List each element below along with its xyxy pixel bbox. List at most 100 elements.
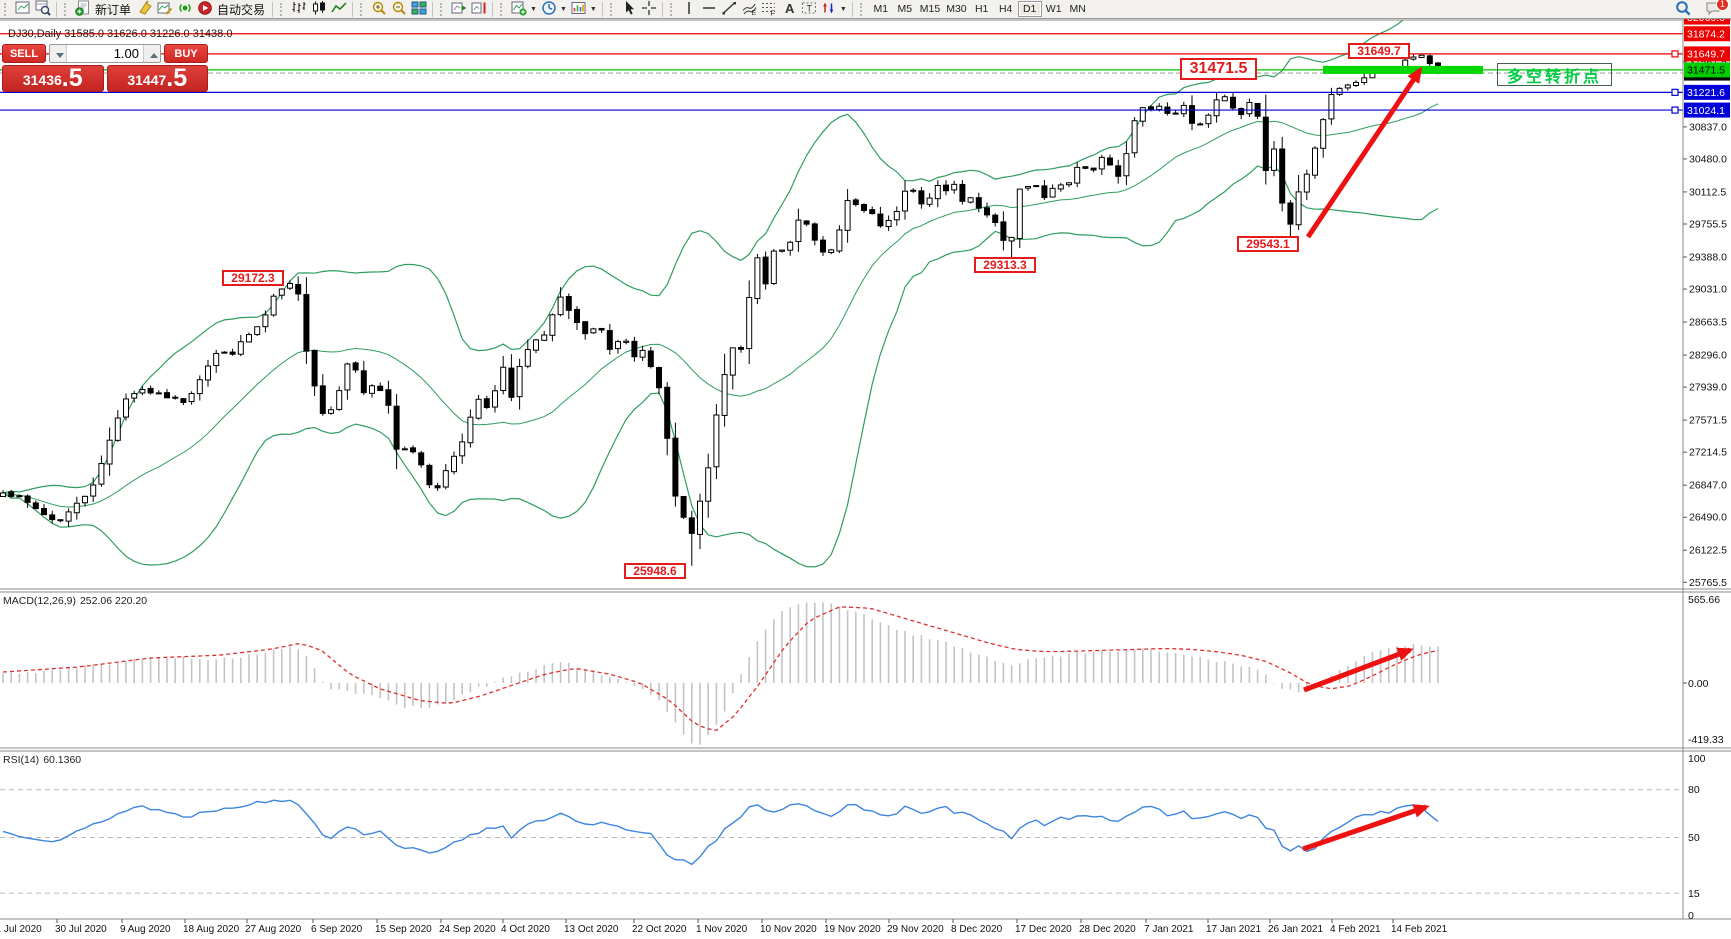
candle-body-bull xyxy=(1156,105,1163,111)
time-tick-label: 14 Feb 2021 xyxy=(1391,924,1448,935)
toolbar-button-auto-scroll[interactable] xyxy=(449,1,469,18)
toolbar-button-chart-brush[interactable] xyxy=(135,0,155,19)
timeframe-button-W1[interactable]: W1 xyxy=(1042,1,1066,17)
toolbar-button-line-chart[interactable] xyxy=(329,1,349,18)
bid-price[interactable]: 31436.5 xyxy=(2,65,104,92)
toolbar-button-new-order[interactable]: 新订单 xyxy=(73,0,135,18)
toolbar-button-add-indicator[interactable]: ▼ xyxy=(509,1,539,18)
price-tick-label: 25765.5 xyxy=(1689,577,1727,589)
candle-body-bull xyxy=(1016,188,1023,239)
toolbar-button-chart-window[interactable] xyxy=(13,1,33,18)
toolbar-button-periods[interactable]: ▼ xyxy=(539,0,569,18)
candle-body-bear xyxy=(32,502,39,510)
data-window-icon xyxy=(35,0,51,19)
volume-input[interactable] xyxy=(67,45,143,62)
toolbar-group-handle[interactable] xyxy=(360,2,366,16)
candle-body-bull xyxy=(1353,81,1359,87)
line-anchor-handle[interactable] xyxy=(1671,106,1679,114)
toolbar-group-handle[interactable] xyxy=(609,2,616,16)
toolbar-group-handle[interactable] xyxy=(440,2,446,16)
toolbar-button-channel[interactable]: E xyxy=(739,1,759,18)
toolbar-button-bars-chart[interactable] xyxy=(289,1,309,18)
candle-body-bull xyxy=(1213,99,1220,117)
toolbar-button-label: 新订单 xyxy=(95,2,132,17)
notifications-button[interactable]: 1 xyxy=(1703,0,1729,18)
toolbar-button-vline[interactable] xyxy=(679,1,699,18)
volume-increase-button[interactable] xyxy=(143,45,160,62)
toolbar-button-chart-edit[interactable] xyxy=(155,1,175,18)
price-marker-label-bg xyxy=(1684,102,1730,118)
timeframe-button-MN[interactable]: MN xyxy=(1066,1,1090,17)
price-annotation[interactable]: 29172.3 xyxy=(222,270,284,286)
toolbar-group-handle[interactable] xyxy=(669,2,676,16)
toolbar-button-arrows[interactable]: ▼ xyxy=(819,1,849,18)
macd-pane xyxy=(2,602,1439,745)
toolbar-button-chart-shift[interactable] xyxy=(469,1,489,18)
candle-body-bull xyxy=(639,349,646,358)
candle-body-bull xyxy=(524,349,531,367)
toolbar-group-handle[interactable] xyxy=(500,2,506,16)
toolbar-group-handle[interactable] xyxy=(4,2,10,16)
macd-signal-line xyxy=(2,606,1439,731)
toolbar-button-signal[interactable] xyxy=(175,1,195,18)
line-anchor-handle[interactable] xyxy=(1671,88,1679,96)
trend-arrow-macd[interactable] xyxy=(1303,647,1414,693)
toolbar-button-fibo[interactable]: F xyxy=(759,1,779,18)
timeframe-button-D1[interactable]: D1 xyxy=(1017,1,1042,17)
support-band[interactable] xyxy=(1323,65,1483,74)
search-button[interactable] xyxy=(1673,0,1693,18)
time-tick-label: 29 Nov 2020 xyxy=(887,924,944,935)
price-annotation[interactable]: 25948.6 xyxy=(624,563,686,579)
toolbar-button-hline[interactable] xyxy=(699,1,719,18)
ask-price[interactable]: 31447.5 xyxy=(106,65,208,92)
toolbar-button-crosshair[interactable] xyxy=(639,0,659,18)
trend-arrow-rsi[interactable] xyxy=(1302,804,1430,852)
chart-window-icon xyxy=(15,0,31,19)
main-toolbar: 新订单 自动交易 ▼ ▼ ▼ E F A T ▼ M1 M5 M15 M30 H1 H4 D1 W1 MN 1 xyxy=(0,0,1731,19)
toolbar-button-zoom-out[interactable] xyxy=(389,1,409,18)
cursor-icon xyxy=(621,0,637,19)
timeframe-button-M30[interactable]: M30 xyxy=(943,1,969,17)
timeframe-button-M15[interactable]: M15 xyxy=(917,1,943,17)
price-annotation[interactable]: 31471.5 xyxy=(1180,58,1257,80)
candle-body-bull xyxy=(459,441,466,457)
toolbar-button-zoom-in[interactable] xyxy=(369,1,389,18)
price-marker-label-bg xyxy=(1684,46,1730,62)
toolbar-button-candles-chart[interactable] xyxy=(309,0,329,18)
toolbar-group-handle[interactable] xyxy=(859,2,866,16)
price-annotation[interactable]: 29543.1 xyxy=(1237,236,1299,252)
line-anchor-handle[interactable] xyxy=(1671,50,1679,58)
toolbar-button-trendline[interactable] xyxy=(719,1,739,18)
toolbar-group-handle[interactable] xyxy=(64,2,70,16)
timeframe-button-H4[interactable]: H4 xyxy=(994,1,1018,17)
toolbar-group-handle[interactable] xyxy=(280,2,286,16)
sell-button[interactable]: SELL xyxy=(2,44,46,63)
volume-decrease-button[interactable] xyxy=(50,45,67,62)
timeframe-button-M5[interactable]: M5 xyxy=(893,1,917,17)
trend-arrow-price[interactable] xyxy=(1305,66,1423,239)
candle-body-bull xyxy=(369,385,375,394)
toolbar-button-text-label[interactable]: T xyxy=(799,1,819,18)
channel-icon: E xyxy=(741,0,757,19)
candle-body-bear xyxy=(147,387,154,394)
buy-button[interactable]: BUY xyxy=(164,44,208,63)
timeframe-button-H1[interactable]: H1 xyxy=(970,1,994,17)
toolbar-button-text[interactable]: A xyxy=(779,1,799,18)
svg-text:E: E xyxy=(751,10,756,16)
time-tick-label: 4 Feb 2021 xyxy=(1330,924,1381,935)
toolbar-button-tile-windows[interactable] xyxy=(409,1,429,18)
toolbar-button-autotrade[interactable]: 自动交易 xyxy=(195,0,269,18)
rsi-scale-label: 50 xyxy=(1688,832,1700,844)
arrows-icon xyxy=(821,0,837,19)
chart-brush-icon xyxy=(137,0,153,19)
candle-body-bull xyxy=(0,492,6,498)
toolbar-button-cursor[interactable] xyxy=(619,0,639,19)
candle-body-bear xyxy=(24,495,31,503)
timeframe-button-M1[interactable]: M1 xyxy=(869,1,893,17)
candle-body-bear xyxy=(311,349,318,387)
toolbar-button-data-window[interactable] xyxy=(33,0,53,19)
text-annotation[interactable]: 多空转折点 xyxy=(1497,63,1612,86)
price-annotation[interactable]: 29313.3 xyxy=(974,257,1036,273)
toolbar-button-templates[interactable]: ▼ xyxy=(569,1,599,18)
price-annotation[interactable]: 31649.7 xyxy=(1348,43,1410,59)
